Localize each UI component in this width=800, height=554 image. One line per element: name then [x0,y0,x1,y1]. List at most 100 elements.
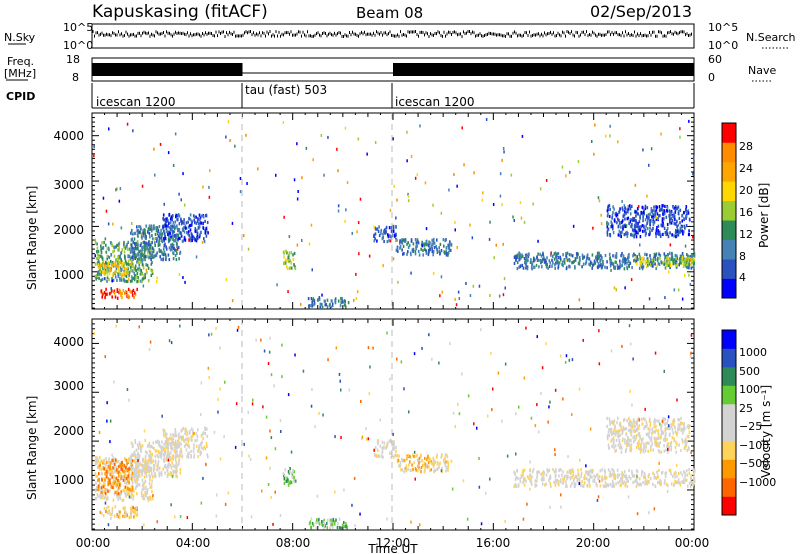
power-cell [96,253,99,257]
power-cell [624,286,626,290]
power-cell [195,221,198,225]
velocity-cell [178,432,180,436]
velocity-cell [154,475,157,479]
velocity-cell [110,483,113,487]
velocity-cell [637,417,640,421]
velocity-cell [127,475,129,479]
power-cell [633,252,635,256]
power-cell [432,203,434,207]
power-cell [140,232,143,236]
power-cell [99,264,101,268]
power-cell [579,258,581,262]
velocity-cell [243,442,245,446]
power-cell [692,172,694,176]
power-cell [301,176,303,180]
velocity-cell [621,432,623,436]
velocity-cell [168,472,170,476]
velocity-cell [632,357,634,361]
power-cell [617,224,620,228]
velocity-cell [98,467,101,471]
power-cell [389,208,392,212]
power-cell [651,209,654,213]
velocity-cell [670,423,672,427]
power-cell [158,225,161,229]
power-cell [531,261,533,265]
power-cell [174,225,177,230]
power-cell [607,206,609,210]
power-cell [547,266,549,270]
velocity-cell [677,418,679,422]
velocity-cell [657,433,660,437]
power-cell [149,251,151,255]
power-cell [661,204,663,208]
power-cell [550,251,552,255]
velocity-cell [653,476,656,480]
velocity-cell [154,461,157,465]
velocity-cell [151,479,153,483]
velocity-cell [395,449,397,453]
velocity-cell [617,429,620,433]
velocity-cell [689,485,692,489]
velocity-cell [176,453,179,457]
velocity-cell [167,446,170,450]
velocity-cell [611,484,613,488]
velocity-cell [340,526,342,530]
velocity-cell [480,328,482,332]
velocity-cell [640,446,642,450]
power-cell [120,251,122,255]
power-cell [111,261,114,265]
velocity-cell [117,497,119,501]
power-cell [288,266,291,270]
power-cell [563,261,566,265]
power-cell [105,265,107,269]
velocity-cell [97,458,99,463]
power-cell [668,209,671,213]
power-cell [171,233,174,237]
velocity-cell [532,468,535,472]
velocity-cell [520,475,523,479]
power-cell [324,303,327,307]
velocity-cell [548,468,551,472]
power-cell [669,265,671,270]
power-cell [565,254,568,258]
velocity-cell [514,472,516,476]
velocity-cell [561,473,563,477]
power-cell [425,251,428,255]
power-cell [630,233,632,237]
power-cell [148,231,151,235]
power-cell [637,212,639,216]
power-cell [162,247,165,251]
power-cell [684,226,686,230]
velocity-cell [519,477,521,481]
power-cell [510,173,513,177]
velocity-cell [643,471,646,475]
power-cell [617,140,619,144]
velocity-cell [128,471,130,475]
velocity-cell [611,438,613,442]
velocity-cell [398,464,401,468]
power-cell [145,268,148,272]
power-cell [204,219,206,223]
velocity-cell [117,482,120,486]
power-cell [412,247,415,251]
velocity-cell [134,440,137,444]
velocity-cell [441,453,443,457]
power-cell [448,188,450,192]
velocity-cell [102,493,104,497]
power-cell [660,132,662,136]
velocity-cell [98,477,100,481]
power-cell [115,270,117,274]
velocity-cell [665,448,667,452]
velocity-cell [403,470,406,474]
power-cell [648,216,650,220]
velocity-cell [628,420,631,424]
velocity-cell [323,520,325,524]
power-cell [653,208,655,213]
power-cell [153,226,156,231]
velocity-cell [120,467,122,471]
power-cell [440,275,443,279]
velocity-cell [115,458,117,462]
velocity-cell [589,469,592,473]
power-cell [117,265,120,269]
velocity-cell [626,440,628,444]
